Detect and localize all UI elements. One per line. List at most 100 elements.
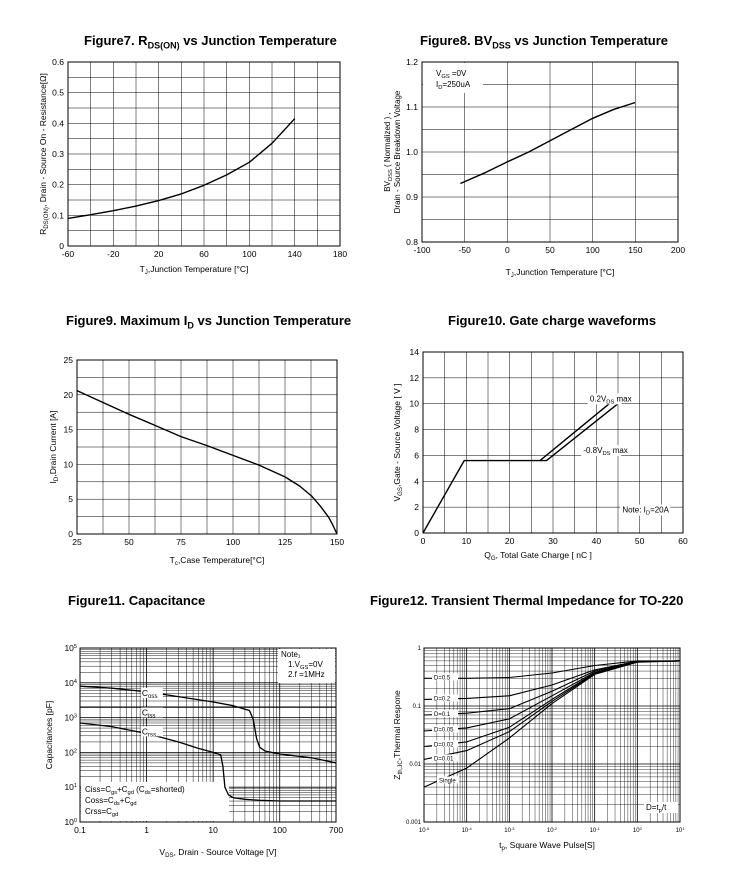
- x-tick-label: 20: [154, 249, 164, 259]
- x-tick-label: 100: [586, 245, 600, 255]
- series-line-0: [460, 101, 636, 185]
- x-tick-label: 10-5: [419, 826, 429, 834]
- x-tick-label: -20: [107, 249, 120, 259]
- series-line-6: [423, 660, 681, 788]
- series-line-0: [67, 118, 296, 220]
- x-tick-label: 700: [329, 825, 343, 835]
- series-label-background: [437, 776, 459, 784]
- curve-label-08vds: -0.8VDS max: [583, 446, 627, 457]
- x-tick-label: 100: [226, 537, 240, 547]
- y-tick-label: 102: [64, 747, 77, 757]
- condition-annotation: ID=250uA: [436, 80, 471, 91]
- y-tick-label: 14: [410, 347, 420, 357]
- series-label: Coss: [142, 688, 158, 700]
- y-tick-label: 6: [414, 450, 419, 460]
- x-tick-label: 1: [144, 825, 149, 835]
- series-line-0: [422, 403, 610, 534]
- x-tick-label: 150: [628, 245, 642, 255]
- legend-equation: Crss=Cgd: [85, 807, 118, 818]
- legend-background: [81, 782, 229, 821]
- plot-frame: [79, 647, 337, 823]
- x-tick-label: 100: [273, 825, 287, 835]
- x-tick-label: 100: [242, 249, 256, 259]
- y-tick-label: 0.1: [413, 704, 422, 710]
- y-tick-label: 25: [64, 355, 74, 365]
- y-tick-label: 4: [414, 476, 419, 486]
- x-tick-label: 75: [176, 537, 186, 547]
- y-tick-label: 2: [414, 502, 419, 512]
- condition-annotation: VGS =0V: [436, 69, 467, 80]
- x-tick-label: 200: [671, 245, 685, 255]
- annotation-background: [620, 504, 671, 516]
- series-label: Single: [439, 778, 456, 784]
- series-label-background: [432, 694, 458, 702]
- x-axis-label: VDS, Drain - Source Voltage [V]: [159, 847, 276, 859]
- series-label: D=0.5: [434, 675, 451, 681]
- x-axis-label: tp, Square Wave Pulse[S]: [499, 840, 595, 852]
- y-tick-label: 1.2: [406, 57, 418, 67]
- x-tick-label: 150: [330, 537, 344, 547]
- series-line-crss: [79, 722, 336, 802]
- series-label-background: [432, 673, 458, 681]
- y-tick-label: 5: [68, 494, 73, 504]
- duty-note: D=tp/t: [646, 803, 667, 814]
- x-tick-label: 50: [545, 245, 555, 255]
- series-line-0: [76, 389, 338, 535]
- series-line-1: [540, 403, 619, 462]
- x-tick-label: 0: [505, 245, 510, 255]
- y-tick-label: 1.0: [406, 147, 418, 157]
- series-label-background: [432, 740, 458, 748]
- annotation-background: [581, 445, 622, 457]
- y-axis-label-line1: BVDSS ( Normalized ) ,: [383, 112, 394, 191]
- figure10-title: Figure10. Gate charge waveforms: [448, 313, 657, 328]
- curve-label-02vds: 0.2VDS max: [590, 394, 632, 405]
- series-label: D=0.2: [434, 696, 451, 702]
- x-axis-label: TJ,Junction Temperature [°C]: [140, 264, 249, 276]
- y-tick-label: 103: [64, 713, 77, 723]
- figure11-chart: 0.1 1 10 100 700 100 101 102 103 104 105 Coss Ciss Cr…: [44, 643, 343, 859]
- y-tick-label: 0.4: [52, 118, 64, 128]
- y-tick-label: 0.2: [52, 180, 64, 190]
- x-tick-label: 140: [288, 249, 302, 259]
- x-tick-label: 10: [462, 536, 472, 546]
- y-axis-label-line2: Drain - Source Breakdown Voltage: [393, 90, 402, 213]
- note-title: Note₁: [281, 650, 301, 659]
- annotation-background: [423, 63, 483, 93]
- x-tick-label: -50: [459, 245, 472, 255]
- x-tick-label: 25: [72, 537, 82, 547]
- x-tick-label: 10: [208, 825, 218, 835]
- y-tick-label: 0.001: [406, 820, 422, 826]
- x-tick-label: 50: [124, 537, 134, 547]
- y-tick-label: 0.5: [52, 88, 64, 98]
- figure12-title: Figure12. Transient Thermal Impedance fo…: [370, 593, 684, 608]
- note-line2: 2.f =1MHz: [288, 670, 325, 679]
- y-tick-label: 0.6: [52, 57, 64, 67]
- y-tick-label: 15: [64, 425, 74, 435]
- y-axis-label: Capacitances [pF]: [44, 701, 54, 770]
- y-tick-label: 8: [414, 425, 419, 435]
- y-tick-label: 0: [414, 528, 419, 538]
- x-tick-label: 30: [548, 536, 558, 546]
- figure8-title: Figure8. BVDSS vs Junction Temperature: [420, 33, 669, 51]
- x-axis-label: QG, Total Gate Charge [ nC ]: [484, 550, 592, 562]
- series-label-background: [432, 725, 458, 733]
- x-tick-label: 50: [635, 536, 645, 546]
- y-tick-label: 1.1: [406, 102, 418, 112]
- y-tick-label: 0: [59, 241, 64, 251]
- x-tick-label: 100: [633, 826, 643, 834]
- x-tick-label: 20: [505, 536, 515, 546]
- y-tick-label: 0: [68, 529, 73, 539]
- x-tick-label: -100: [413, 245, 430, 255]
- series-label: D=0.02: [434, 742, 454, 748]
- y-axis-label: Zth,JC,Thermal Respone: [392, 690, 404, 780]
- series-label: D=0.05: [434, 727, 454, 733]
- y-tick-label: 0.8: [406, 237, 418, 247]
- y-tick-label: 0.9: [406, 192, 418, 202]
- x-tick-label: 125: [278, 537, 292, 547]
- y-tick-label: 101: [64, 782, 77, 792]
- x-tick-label: 10-3: [504, 826, 514, 834]
- figure7-chart: -60 -20 20 60 100 140 180 0 0.1 0.2 0.3 0.4 0.5 0.6 TJ…: [38, 57, 347, 276]
- legend-equation: Coss=Cds+Cgd: [85, 796, 137, 807]
- note-background: [278, 649, 335, 683]
